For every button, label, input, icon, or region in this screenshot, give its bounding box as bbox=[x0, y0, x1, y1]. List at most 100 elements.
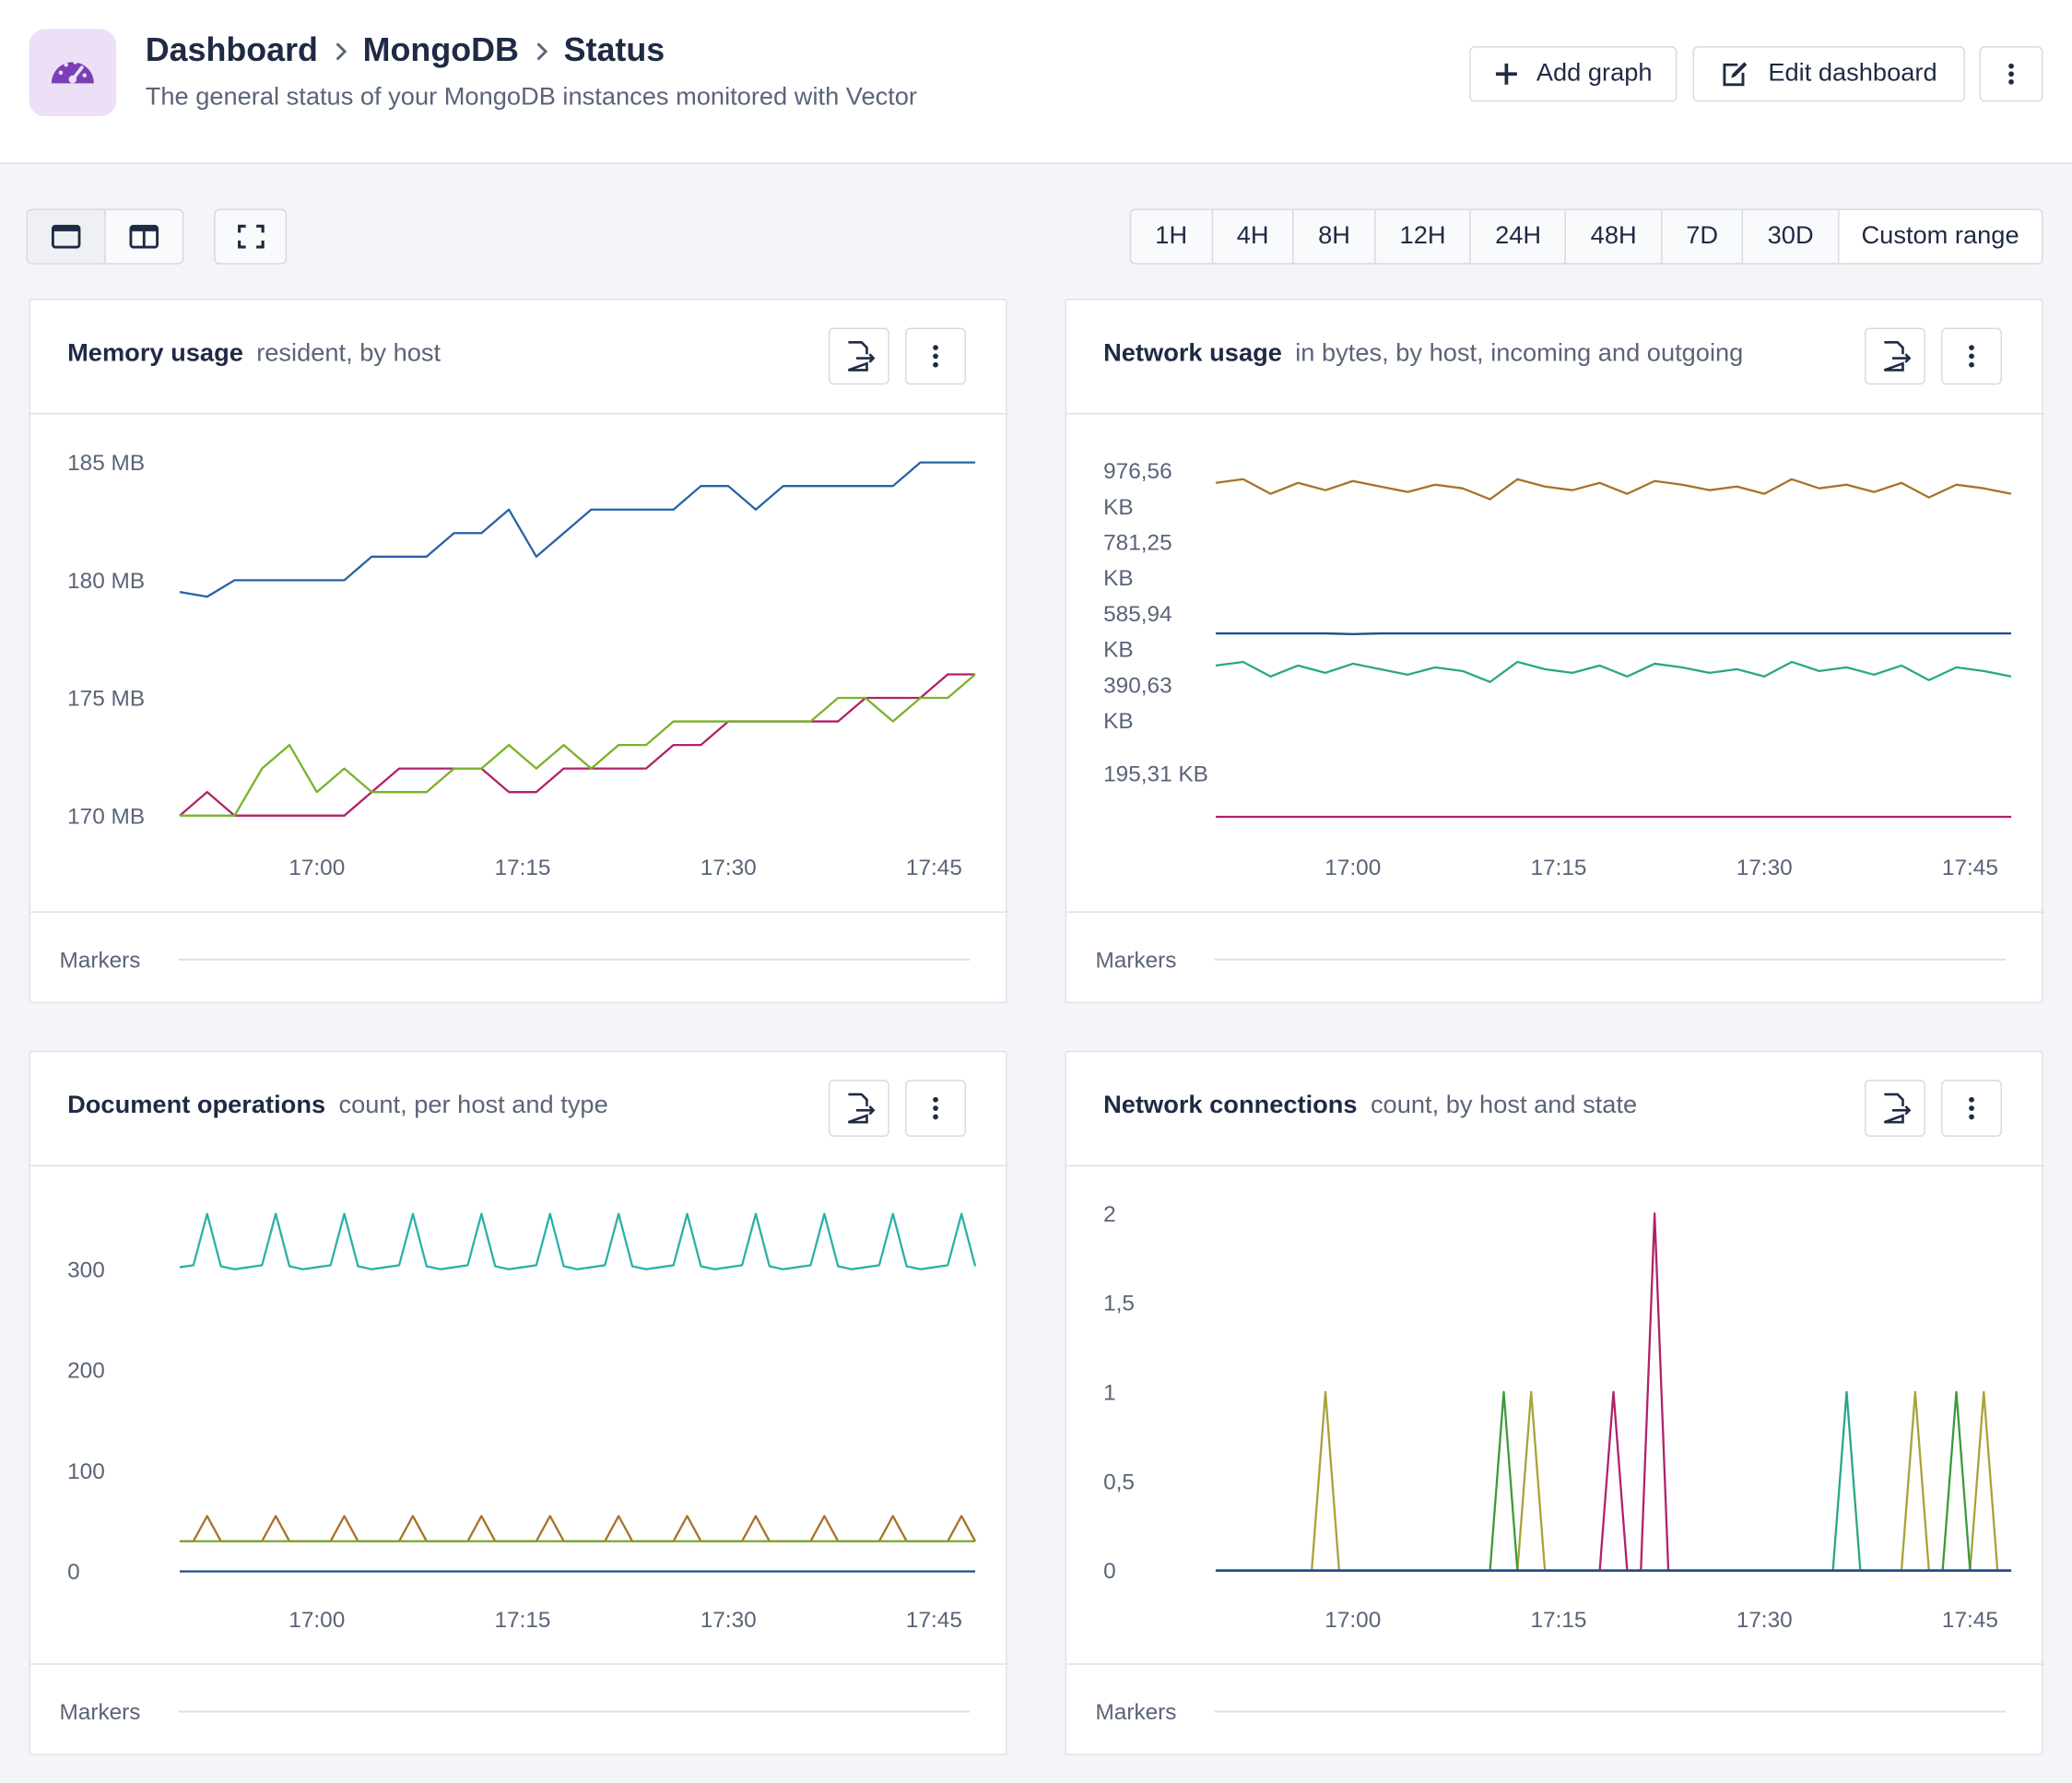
footer-label: Markers bbox=[1096, 948, 1177, 973]
layout-icon bbox=[51, 224, 81, 249]
panel-title: Document operations count, per host and t… bbox=[67, 1092, 608, 1121]
label-line: KB bbox=[1103, 566, 1134, 591]
time-range-selector: 1H 4H 8H 12H 24H 48H 7D 30D Custom range bbox=[1129, 208, 2043, 265]
y-tick-label: 180 MB bbox=[67, 569, 145, 594]
export-icon bbox=[847, 341, 876, 372]
y-tick-label: 170 MB bbox=[67, 804, 145, 829]
subtitle: count, per host and type bbox=[338, 1092, 608, 1120]
more-button[interactable] bbox=[1979, 46, 2043, 102]
breadcrumb: Dashboard MongoDB Status bbox=[146, 31, 665, 70]
x-tick-label: 17:15 bbox=[1531, 856, 1587, 880]
button-label: Add graph bbox=[1536, 59, 1653, 88]
time-range-button[interactable]: 24H bbox=[1471, 209, 1567, 264]
series-line bbox=[1215, 1390, 2012, 1572]
plus-icon bbox=[1495, 63, 1517, 85]
y-tick-label: 2 bbox=[1103, 1202, 1116, 1227]
single-column-button[interactable] bbox=[28, 209, 106, 264]
graph-panel: Markers 0 0,5 1 1,5 2 17:00 17:15 17:30 17:45 Netw… bbox=[1065, 1050, 2044, 1755]
time-range-button[interactable]: 1H bbox=[1131, 209, 1213, 264]
y-tick-label: 1 bbox=[1103, 1381, 1116, 1406]
y-tick-label: 100 bbox=[67, 1459, 105, 1484]
y-tick-label: 585,94 KB bbox=[1103, 602, 1172, 663]
chevron bbox=[335, 41, 347, 60]
title: Memory usage bbox=[67, 339, 243, 368]
time-range-button[interactable]: 12H bbox=[1375, 209, 1472, 264]
y-tick-label: 0 bbox=[1103, 1559, 1116, 1584]
panel-title: Network usage in bytes, by host, incoming… bbox=[1103, 339, 1743, 369]
x-tick-label: 17:45 bbox=[906, 856, 962, 880]
export-icon bbox=[1883, 341, 1912, 372]
kebab-icon bbox=[2008, 63, 2014, 85]
x-tick-label: 17:00 bbox=[1324, 1608, 1381, 1633]
gauge-icon bbox=[51, 60, 94, 84]
export-button[interactable] bbox=[1864, 327, 1925, 385]
series-line bbox=[179, 673, 976, 817]
title: Network connections bbox=[1103, 1092, 1358, 1120]
more-button[interactable] bbox=[1941, 1080, 2003, 1137]
footer-label: Markers bbox=[60, 1700, 141, 1725]
breadcrumb-item[interactable]: MongoDB bbox=[362, 31, 519, 69]
header: Dashboard MongoDB Status The general sta… bbox=[0, 0, 2072, 164]
series-line bbox=[179, 673, 976, 817]
panel-title: Memory usage resident, by host bbox=[67, 339, 441, 369]
y-tick-label: 781,25 KB bbox=[1103, 530, 1172, 591]
kebab-icon bbox=[1969, 345, 1974, 368]
time-range-button[interactable]: Custom range bbox=[1839, 209, 2042, 264]
time-range-button[interactable]: 8H bbox=[1294, 209, 1376, 264]
panel-title: Network connections count, by host and st… bbox=[1103, 1092, 1637, 1121]
series-line bbox=[1215, 632, 2012, 635]
export-button[interactable] bbox=[828, 1080, 889, 1137]
y-tick-label: 976,56 KB bbox=[1103, 459, 1172, 520]
add-graph-button[interactable]: Add graph bbox=[1469, 46, 1678, 102]
label-line: 390,63 bbox=[1103, 673, 1172, 698]
x-tick-label: 17:30 bbox=[700, 856, 757, 880]
series-line bbox=[179, 1515, 977, 1542]
label-line: KB bbox=[1103, 638, 1134, 663]
more-button[interactable] bbox=[905, 327, 967, 385]
kebab-icon bbox=[1969, 1096, 1974, 1120]
series-line bbox=[1215, 660, 2012, 683]
more-button[interactable] bbox=[905, 1080, 967, 1137]
two-column-button[interactable] bbox=[106, 210, 182, 263]
x-tick-label: 17:30 bbox=[1736, 856, 1793, 880]
fullscreen-button[interactable] bbox=[214, 208, 288, 265]
x-tick-label: 17:00 bbox=[288, 1608, 345, 1633]
x-tick-label: 17:45 bbox=[1942, 856, 1998, 880]
graph-canvas: Markers 0 100 200 300 17:00 17:15 17:30 17:45 bbox=[29, 1164, 1008, 1725]
series-line bbox=[179, 1212, 977, 1270]
time-range-button[interactable]: 48H bbox=[1567, 209, 1663, 264]
breadcrumb-item: Status bbox=[563, 31, 665, 69]
export-button[interactable] bbox=[828, 327, 889, 385]
subtitle: in bytes, by host, incoming and outgoing bbox=[1295, 339, 1744, 368]
button-label: Edit dashboard bbox=[1768, 59, 1937, 88]
edit-icon bbox=[1723, 62, 1748, 87]
graph-canvas: Markers 0 0,5 1 1,5 2 17:00 17:15 17:30 17:45 bbox=[1065, 1164, 2044, 1725]
export-icon bbox=[1883, 1092, 1912, 1124]
label-line: 976,56 bbox=[1103, 459, 1172, 484]
subtitle: count, by host and state bbox=[1370, 1092, 1638, 1120]
graph-canvas: Markers 170 MB 175 MB 180 MB 185 MB 17:00 17:1… bbox=[29, 413, 1008, 973]
x-tick-label: 17:45 bbox=[906, 1608, 962, 1633]
series-line bbox=[1215, 478, 2012, 501]
label-line: KB bbox=[1103, 495, 1134, 520]
fullscreen-icon bbox=[237, 224, 265, 249]
layout-toggle bbox=[26, 208, 184, 265]
x-tick-label: 17:15 bbox=[495, 1608, 551, 1633]
breadcrumb-item[interactable]: Dashboard bbox=[145, 31, 318, 69]
label-line: KB bbox=[1103, 709, 1134, 734]
layout-icon bbox=[129, 224, 159, 249]
time-range-button[interactable]: 7D bbox=[1662, 209, 1744, 264]
series-line bbox=[179, 461, 976, 598]
more-button[interactable] bbox=[1941, 327, 2003, 385]
time-range-button[interactable]: 30D bbox=[1744, 209, 1840, 264]
kebab-icon bbox=[933, 345, 938, 368]
logo bbox=[29, 29, 117, 117]
series-line bbox=[1215, 1390, 2012, 1572]
y-tick-label: 175 MB bbox=[67, 687, 145, 712]
time-range-button[interactable]: 4H bbox=[1213, 209, 1295, 264]
edit-dashboard-button[interactable]: Edit dashboard bbox=[1692, 46, 1965, 102]
x-tick-label: 17:00 bbox=[288, 856, 345, 880]
footer-label: Markers bbox=[1096, 1700, 1177, 1725]
export-button[interactable] bbox=[1864, 1080, 1925, 1137]
x-tick-label: 17:45 bbox=[1942, 1608, 1998, 1633]
